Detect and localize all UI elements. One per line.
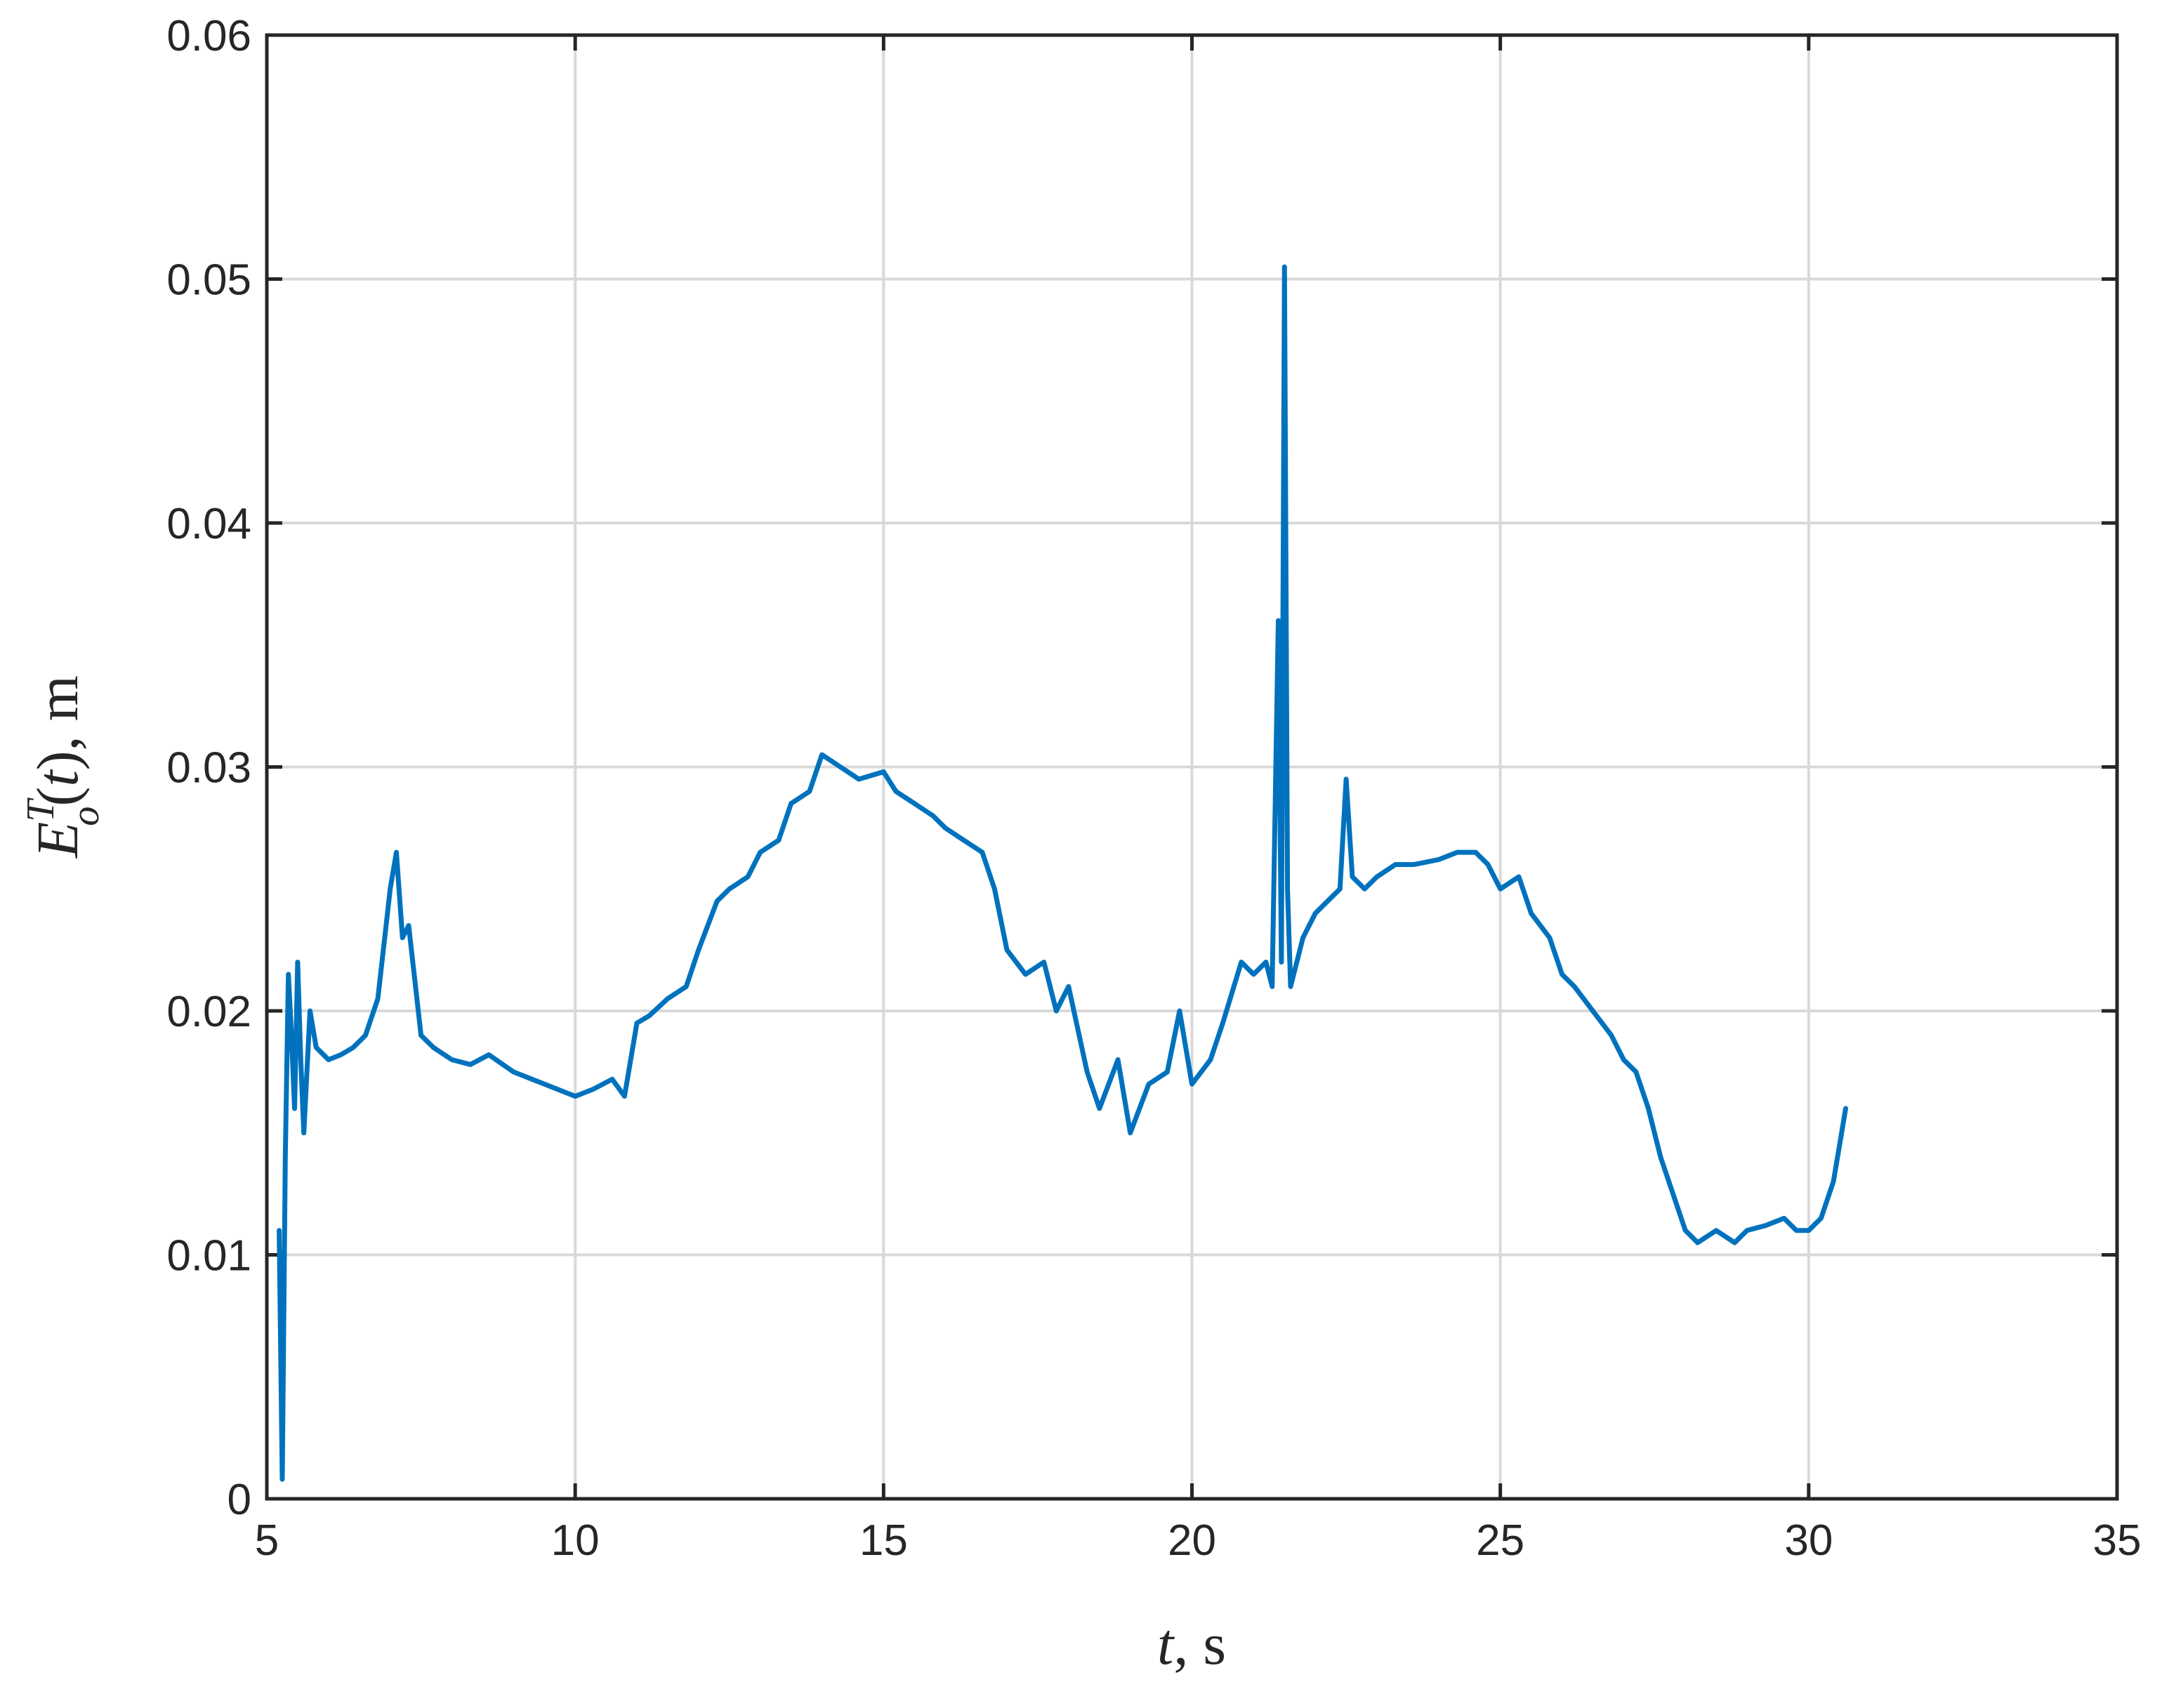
x-tick-label: 10 xyxy=(551,1516,600,1565)
y-axis-label: ETo(t), m xyxy=(19,675,107,859)
x-tick-label: 30 xyxy=(1784,1516,1833,1565)
y-tick-label: 0.04 xyxy=(166,500,251,548)
x-tick-label: 15 xyxy=(859,1516,908,1565)
series-layer xyxy=(277,264,1848,1482)
ticks-layer: 5 10 15 20 25 30 35 0 0.01 0.02 0.03 0.04 0.05 0.06 xyxy=(166,12,2141,1565)
y-tick-label: 0.02 xyxy=(166,988,251,1036)
x-tick-label: 20 xyxy=(1168,1516,1216,1565)
x-axis-label: t, s xyxy=(1157,1612,1226,1677)
y-tick-label: 0 xyxy=(228,1476,251,1524)
grid-layer xyxy=(267,35,2117,1499)
series-line-0 xyxy=(277,264,1848,1482)
y-tick-label: 0.05 xyxy=(166,256,251,305)
y-tick-label: 0.03 xyxy=(166,744,251,793)
x-tick-label: 25 xyxy=(1476,1516,1524,1565)
y-tick-label: 0.01 xyxy=(166,1232,251,1280)
y-tick-label: 0.06 xyxy=(166,12,251,60)
x-tick-label: 35 xyxy=(2093,1516,2142,1565)
x-tick-label: 5 xyxy=(255,1516,279,1565)
